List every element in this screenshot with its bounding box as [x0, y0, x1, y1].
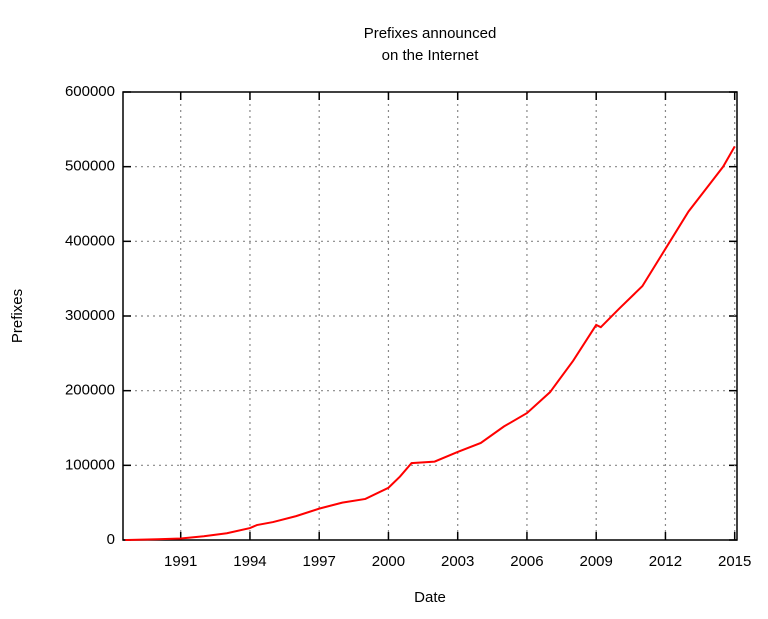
x-tick-label: 2012: [649, 553, 682, 570]
plot-frame: [122, 91, 738, 541]
y-tick-label: 100000: [65, 456, 115, 473]
y-tick-label: 400000: [65, 232, 115, 249]
data-line: [125, 146, 736, 541]
y-tick-label: 600000: [65, 83, 115, 100]
chart-title: Prefixes announced: [364, 25, 497, 42]
y-tick-label: 200000: [65, 382, 115, 399]
chart-title: on the Internet: [382, 47, 480, 64]
x-tick-label: 2000: [372, 553, 405, 570]
x-tick-label: 2003: [441, 553, 474, 570]
x-tick-label: 2009: [580, 553, 613, 570]
x-axis-label: Date: [414, 589, 446, 606]
x-tick-label: 1991: [164, 553, 197, 570]
y-tick-label: 300000: [65, 307, 115, 324]
x-tick-label: 2015: [718, 553, 751, 570]
y-axis-label: Prefixes: [9, 289, 26, 343]
y-tick-label: 0: [107, 531, 115, 548]
x-tick-label: 1994: [233, 553, 266, 570]
y-tick-label: 500000: [65, 158, 115, 175]
x-tick-label: 1997: [303, 553, 336, 570]
x-tick-label: 2006: [510, 553, 543, 570]
